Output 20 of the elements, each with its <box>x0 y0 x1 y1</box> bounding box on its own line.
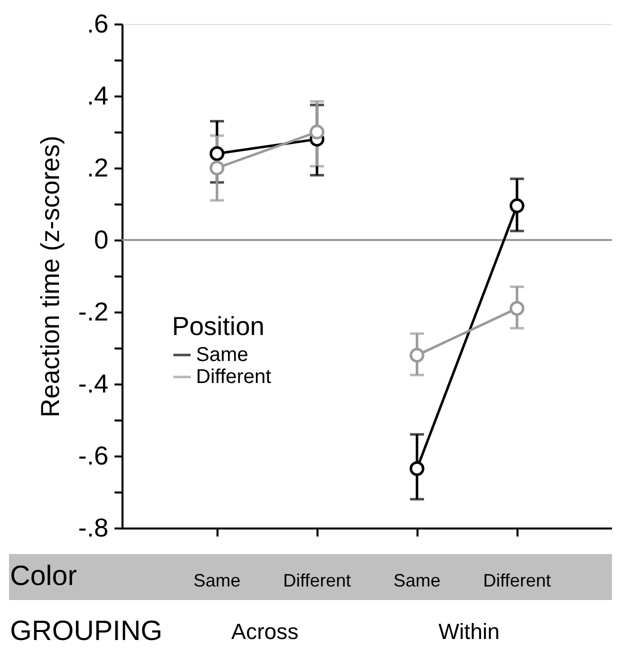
legend-title: Position <box>172 311 264 341</box>
y-tick-label: -.6 <box>78 440 108 470</box>
x-tick-label: Same <box>193 570 241 590</box>
x-axis-title: Color <box>10 560 77 591</box>
y-tick-label: .6 <box>86 8 108 38</box>
legend-label: Different <box>196 366 272 388</box>
y-tick-label: 0 <box>94 224 108 254</box>
text: Across <box>231 619 299 644</box>
y-axis-title: Reaction time (z-scores) <box>35 136 66 418</box>
x-tick-label: Different <box>283 570 351 590</box>
legend-label: Same <box>196 344 248 366</box>
text: Within <box>438 619 500 644</box>
y-tick-label: -.8 <box>78 512 108 542</box>
y-tick-label: -.2 <box>78 296 108 326</box>
text: GROUPING <box>10 615 162 646</box>
x-tick-label: Same <box>393 570 441 590</box>
y-tick-label: .2 <box>86 152 108 182</box>
y-tick-label: .4 <box>86 80 108 110</box>
x-tick-label: Different <box>483 570 551 590</box>
y-tick-label: -.4 <box>78 368 108 398</box>
